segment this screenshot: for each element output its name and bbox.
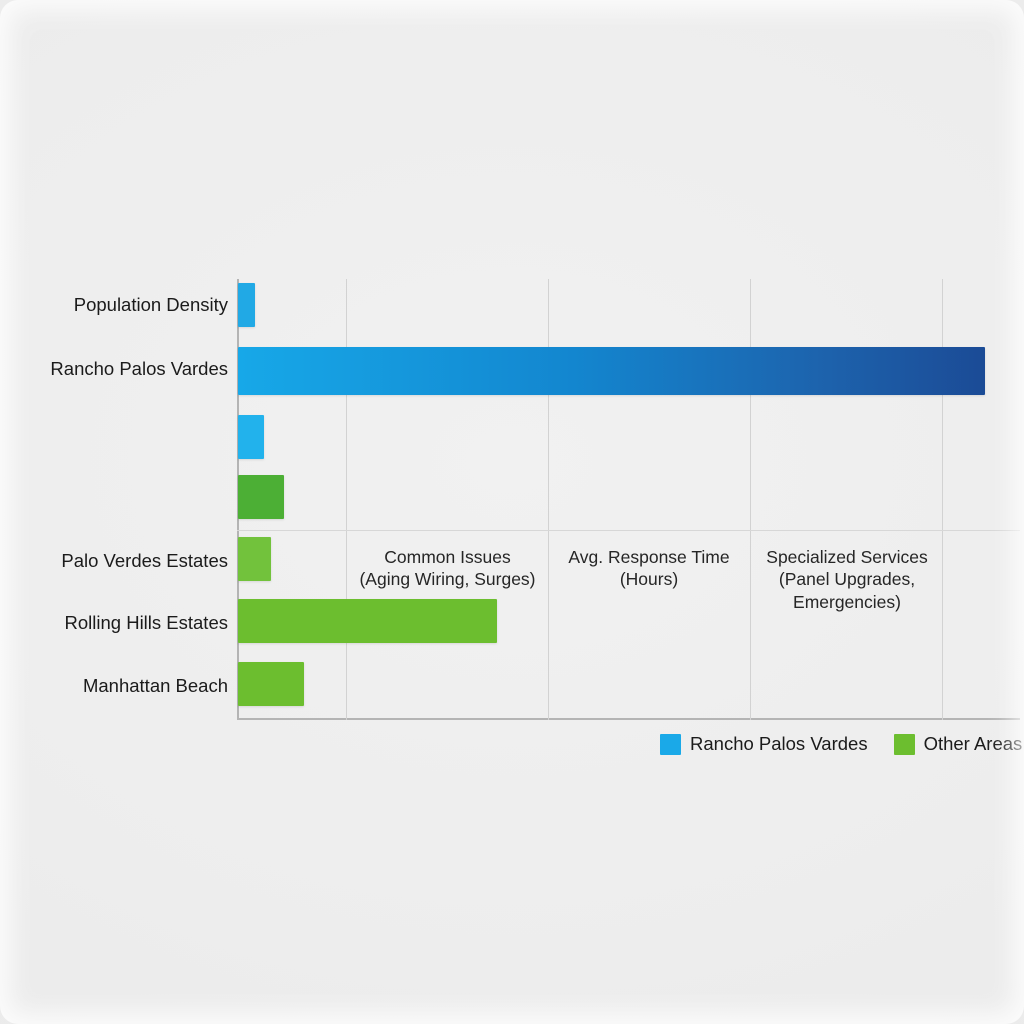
column-header-specialized-services: Specialized Services (Panel Upgrades, Em… bbox=[766, 547, 928, 612]
plot-area bbox=[237, 279, 1020, 720]
bar-rancho-palos-vardes[interactable] bbox=[238, 347, 985, 395]
chart-legend: Rancho Palos Vardes Other Areas bbox=[660, 733, 1022, 755]
bar-manhattan-beach[interactable] bbox=[238, 662, 304, 706]
legend-item-rancho-palos-vardes[interactable]: Rancho Palos Vardes bbox=[660, 733, 868, 755]
column-header-common-issues: Common Issues (Aging Wiring, Surges) bbox=[359, 547, 536, 590]
bar-rolling-hills-estates[interactable] bbox=[238, 599, 497, 643]
bar-population-density[interactable] bbox=[238, 283, 255, 327]
gridline-vertical-4 bbox=[942, 279, 943, 720]
gridline-vertical-3 bbox=[750, 279, 751, 720]
category-label-rancho-palos-vardes: Rancho Palos Vardes bbox=[50, 358, 228, 379]
legend-swatch-green-icon bbox=[893, 733, 915, 755]
category-label-population-density: Population Density bbox=[73, 294, 228, 315]
category-label-manhattan-beach: Manhattan Beach bbox=[82, 675, 228, 696]
gridline-vertical-1 bbox=[346, 279, 347, 720]
legend-swatch-blue-icon bbox=[660, 733, 681, 755]
legend-item-other-areas[interactable]: Other Areas bbox=[893, 733, 1023, 755]
gridline-horizontal-1 bbox=[237, 530, 1020, 531]
gridline-vertical-2 bbox=[548, 279, 549, 720]
category-label-palo-verdes-estates: Palo Verdes Estates bbox=[61, 550, 228, 571]
bar-palo-verdes-estates[interactable] bbox=[238, 537, 271, 581]
bar-blue-third[interactable] bbox=[238, 415, 264, 459]
x-axis-line bbox=[237, 718, 1020, 720]
bar-green-first[interactable] bbox=[238, 475, 284, 519]
category-label-rolling-hills-estates: Rolling Hills Estates bbox=[64, 612, 228, 633]
category-axis-labels: Population Density Rancho Palos Vardes P… bbox=[0, 0, 228, 1024]
legend-label-other-areas: Other Areas bbox=[923, 733, 1023, 754]
legend-label-rancho-palos-vardes: Rancho Palos Vardes bbox=[690, 733, 868, 754]
column-header-avg-response-time: Avg. Response Time (Hours) bbox=[568, 547, 730, 590]
